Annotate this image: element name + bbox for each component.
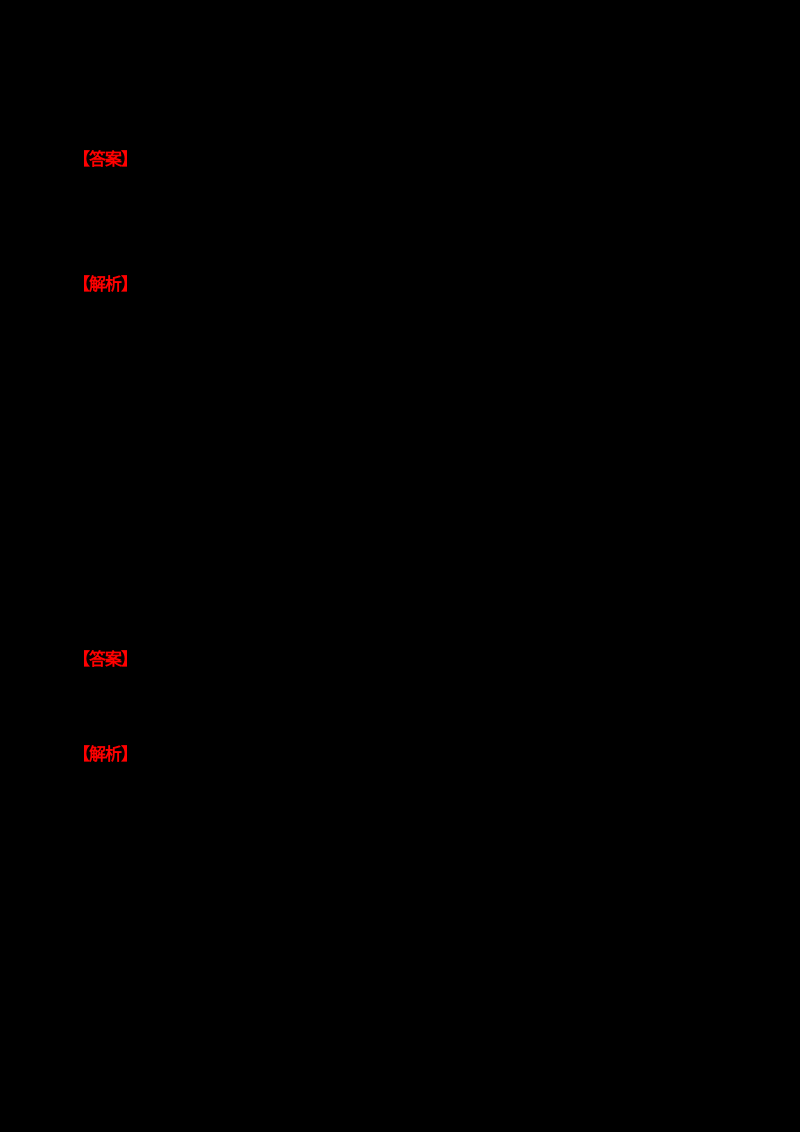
answer-marker-2: 【答案】 (73, 650, 138, 670)
analysis-marker-1: 【解析】 (73, 275, 138, 295)
answer-marker-1: 【答案】 (73, 150, 138, 170)
analysis-marker-2: 【解析】 (73, 745, 138, 765)
